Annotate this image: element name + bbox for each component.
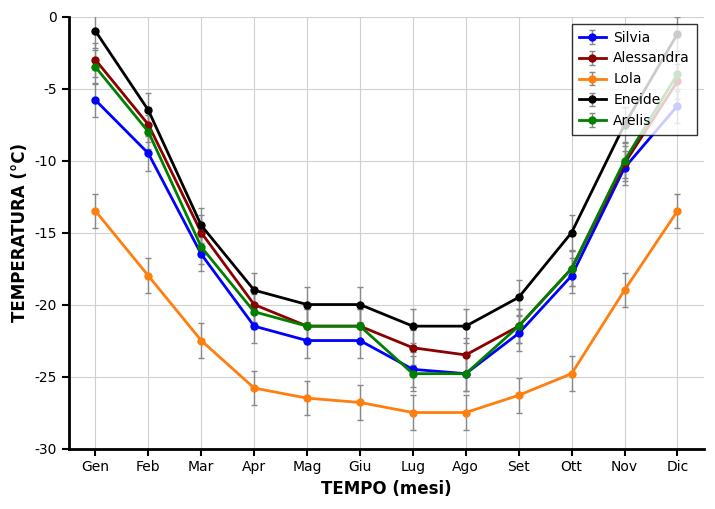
X-axis label: TEMPO (mesi): TEMPO (mesi) — [321, 480, 452, 498]
Legend: Silvia, Alessandra, Lola, Eneide, Arelis: Silvia, Alessandra, Lola, Eneide, Arelis — [571, 23, 697, 135]
Y-axis label: TEMPERATURA (°C): TEMPERATURA (°C) — [11, 143, 29, 322]
